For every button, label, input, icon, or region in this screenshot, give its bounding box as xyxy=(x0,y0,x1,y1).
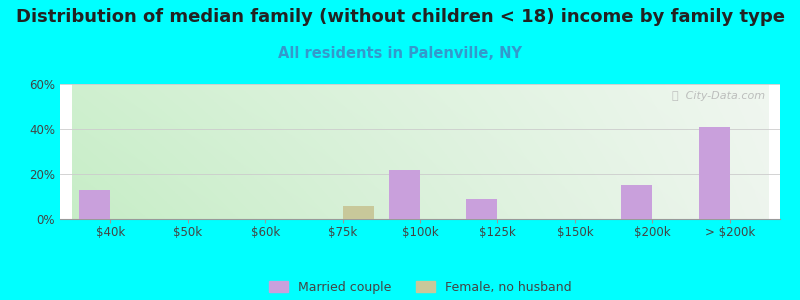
Legend: Married couple, Female, no husband: Married couple, Female, no husband xyxy=(269,281,571,294)
Text: Distribution of median family (without children < 18) income by family type: Distribution of median family (without c… xyxy=(15,8,785,26)
Bar xyxy=(79,190,110,219)
Bar xyxy=(342,206,374,219)
Text: ⓘ  City-Data.com: ⓘ City-Data.com xyxy=(673,91,766,101)
Bar xyxy=(466,199,498,219)
Text: All residents in Palenville, NY: All residents in Palenville, NY xyxy=(278,46,522,62)
Bar xyxy=(389,169,420,219)
Bar xyxy=(698,127,730,219)
Bar xyxy=(622,185,652,219)
